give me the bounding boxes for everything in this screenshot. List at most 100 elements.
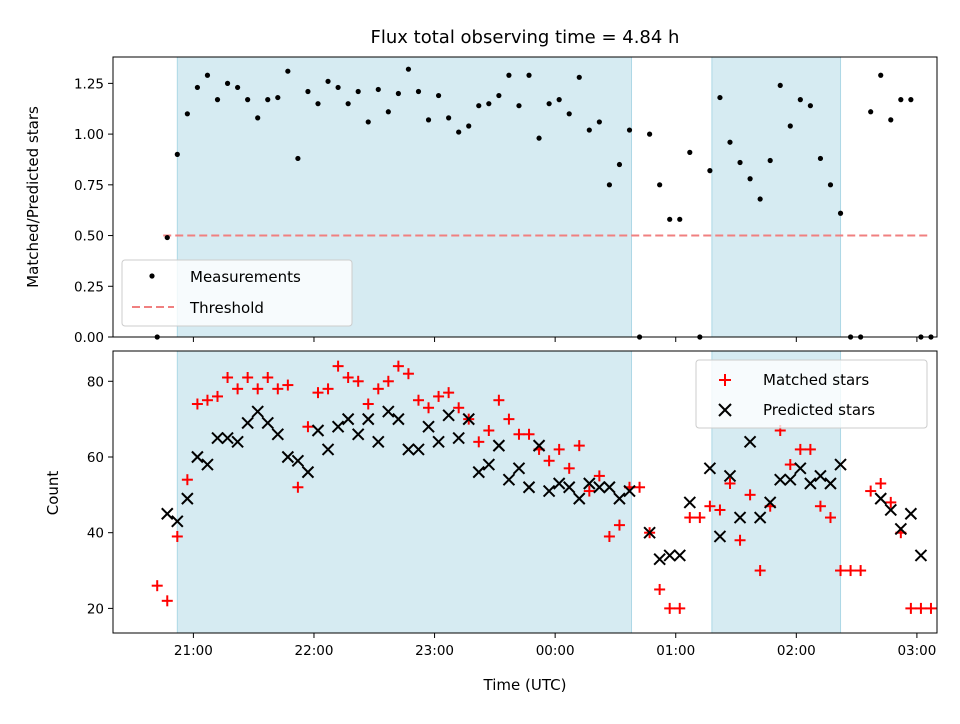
measurement-point <box>898 97 904 103</box>
predicted-star-point <box>161 507 174 520</box>
top-legend: Measurements Threshold <box>121 259 353 327</box>
measurement-point <box>526 72 532 78</box>
predicted-stars-points <box>161 405 928 566</box>
matched-star-point <box>212 390 224 402</box>
predicted-star-point <box>512 462 526 475</box>
predicted-star-point <box>774 473 787 486</box>
predicted-star-point <box>462 412 475 426</box>
top-y-tick-label: 0.00 <box>74 330 104 346</box>
measurement-point <box>707 168 713 174</box>
matched-star-point <box>794 443 806 455</box>
predicted-star-point <box>663 549 676 562</box>
matched-star-point <box>222 371 234 383</box>
measurement-point <box>164 234 170 241</box>
matched-star-point <box>563 462 575 474</box>
predicted-star-point <box>733 511 747 524</box>
predicted-star-point <box>532 439 546 452</box>
matched-star-point <box>804 443 816 455</box>
measurement-point <box>405 66 412 72</box>
measurement-point <box>747 176 753 182</box>
measurement-point <box>305 88 311 95</box>
matched-star-point <box>342 371 354 383</box>
predicted-star-point <box>542 484 556 498</box>
measurement-point <box>375 86 381 93</box>
measurement-points <box>154 66 934 340</box>
predicted-star-point <box>743 435 757 449</box>
measurement-point <box>345 101 351 107</box>
matched-star-point <box>835 565 847 577</box>
predicted-star-point <box>251 405 264 418</box>
top-x-ticks <box>192 337 918 342</box>
measurement-point <box>797 97 803 103</box>
matched-star-point <box>382 375 394 387</box>
bottom-x-ticks: 21:00 22:00 23:00 00:00 01:00 02:00 03:00 <box>174 633 936 659</box>
predicted-star-point <box>814 469 827 483</box>
legend-measurements-label: Measurements <box>190 268 301 286</box>
matched-star-point <box>312 387 324 399</box>
x-tick-label: 22:00 <box>295 643 334 659</box>
measurement-point <box>224 80 231 86</box>
bottom-y-ticks: 20 40 60 80 <box>87 374 113 617</box>
measurement-point <box>425 117 432 123</box>
predicted-star-point <box>723 469 737 483</box>
predicted-star-point <box>231 435 244 449</box>
matched-star-point <box>754 565 766 577</box>
measurement-point <box>878 72 884 78</box>
matched-star-point <box>392 360 404 372</box>
matched-star-point <box>232 383 244 395</box>
matched-star-point <box>252 383 264 395</box>
predicted-star-point <box>412 443 425 456</box>
matched-star-point <box>453 402 465 414</box>
legend-measurements-marker <box>149 273 155 279</box>
predicted-star-point <box>221 431 234 445</box>
measurement-point <box>787 123 793 129</box>
predicted-star-point <box>794 462 807 475</box>
legend-predicted-marker <box>718 403 732 417</box>
predicted-star-point <box>301 465 315 479</box>
predicted-star-point <box>653 552 666 566</box>
predicted-star-point <box>181 492 194 505</box>
bottom-y-tick-label: 60 <box>87 450 104 466</box>
measurement-point <box>757 196 763 202</box>
matched-star-point <box>433 390 445 402</box>
measurement-point <box>837 210 844 216</box>
predicted-star-point <box>874 492 887 505</box>
predicted-star-point <box>382 405 395 418</box>
predicted-star-point <box>331 420 345 433</box>
measurement-point <box>767 157 773 164</box>
measurement-point <box>576 74 582 80</box>
matched-star-point <box>865 485 877 497</box>
measurement-point <box>506 72 512 78</box>
measurement-point <box>677 216 683 222</box>
measurement-point <box>194 84 201 91</box>
measurement-point <box>265 97 271 103</box>
matched-star-point <box>262 371 274 383</box>
x-tick-label: 23:00 <box>415 643 454 659</box>
measurement-point <box>868 109 874 115</box>
matched-star-point <box>744 489 756 501</box>
x-tick-label: 00:00 <box>536 643 575 659</box>
matched-star-point <box>151 580 163 592</box>
matched-star-point <box>282 379 294 391</box>
matched-star-point <box>553 443 565 455</box>
predicted-star-point <box>573 492 586 505</box>
matched-star-point <box>875 477 887 489</box>
predicted-star-point <box>613 492 626 505</box>
top-y-tick-label: 0.50 <box>74 229 104 245</box>
legend-threshold-label: Threshold <box>189 299 264 317</box>
measurement-point <box>586 127 592 133</box>
matched-star-point <box>423 402 435 414</box>
predicted-star-point <box>321 443 335 456</box>
matched-star-point <box>885 496 897 508</box>
matched-star-point <box>412 394 424 406</box>
measurement-point <box>245 97 251 103</box>
measurement-point <box>717 94 723 101</box>
top-shaded-interval <box>711 57 841 337</box>
measurement-point <box>365 119 371 125</box>
predicted-star-point <box>884 503 897 517</box>
matched-star-point <box>332 360 344 372</box>
predicted-star-point <box>351 428 365 441</box>
predicted-star-point <box>492 439 506 452</box>
matched-star-point <box>191 398 203 410</box>
legend-predicted-label: Predicted stars <box>763 401 875 419</box>
